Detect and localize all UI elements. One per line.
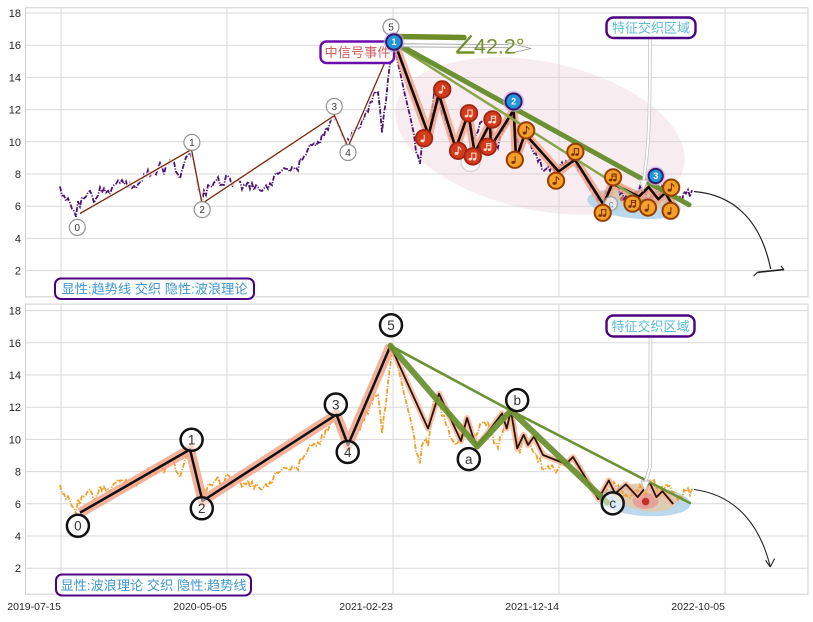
svg-text:3: 3 [332, 102, 338, 113]
svg-text:8: 8 [15, 467, 21, 479]
svg-text:2: 2 [511, 97, 516, 107]
svg-text:2022-10-05: 2022-10-05 [671, 601, 725, 613]
svg-text:18: 18 [9, 306, 21, 318]
svg-text:2019-07-15: 2019-07-15 [7, 601, 61, 613]
svg-text:c: c [609, 200, 614, 211]
svg-text:2: 2 [198, 501, 206, 516]
svg-text:2: 2 [199, 205, 205, 216]
svg-text:4: 4 [15, 233, 21, 245]
svg-text:5: 5 [388, 22, 394, 33]
svg-text:1: 1 [391, 37, 396, 47]
svg-text:16: 16 [9, 40, 21, 52]
svg-text:4: 4 [15, 531, 21, 543]
svg-text:特征交织区域: 特征交织区域 [612, 21, 690, 36]
svg-text:8: 8 [15, 169, 21, 181]
svg-text:1: 1 [189, 138, 195, 149]
svg-text:18: 18 [9, 8, 21, 20]
svg-text:2: 2 [15, 266, 21, 278]
svg-text:3: 3 [332, 397, 340, 412]
svg-text:4: 4 [345, 148, 351, 159]
svg-text:a: a [465, 452, 473, 467]
svg-text:中信号事件: 中信号事件 [325, 45, 391, 60]
svg-text:4: 4 [344, 445, 352, 460]
svg-text:10: 10 [9, 434, 21, 446]
svg-text:2: 2 [15, 563, 21, 575]
svg-text:10: 10 [9, 137, 21, 149]
svg-text:6: 6 [15, 499, 21, 511]
svg-text:0: 0 [75, 223, 81, 234]
svg-text:特征交织区域: 特征交织区域 [611, 319, 689, 334]
svg-text:显性:趋势线 交织 隐性:波浪理论: 显性:趋势线 交织 隐性:波浪理论 [61, 281, 247, 297]
svg-text:2020-05-05: 2020-05-05 [173, 601, 227, 613]
svg-text:3: 3 [653, 171, 658, 181]
svg-text:0: 0 [74, 519, 82, 534]
svg-text:12: 12 [9, 402, 21, 414]
svg-text:14: 14 [9, 370, 21, 382]
svg-text:1: 1 [188, 433, 196, 448]
svg-text:12: 12 [9, 105, 21, 117]
svg-text:显性:波浪理论 交织 隐性:趋势线: 显性:波浪理论 交织 隐性:趋势线 [60, 577, 246, 593]
svg-text:2021-12-14: 2021-12-14 [505, 601, 559, 613]
svg-text:14: 14 [9, 72, 21, 84]
svg-text:16: 16 [9, 338, 21, 350]
svg-text:c: c [609, 496, 616, 511]
svg-text:2021-02-23: 2021-02-23 [339, 601, 393, 613]
svg-text:5: 5 [387, 318, 395, 333]
svg-text:6: 6 [15, 201, 21, 213]
svg-text:b: b [513, 393, 521, 408]
svg-text:42.2°: 42.2° [474, 35, 524, 59]
